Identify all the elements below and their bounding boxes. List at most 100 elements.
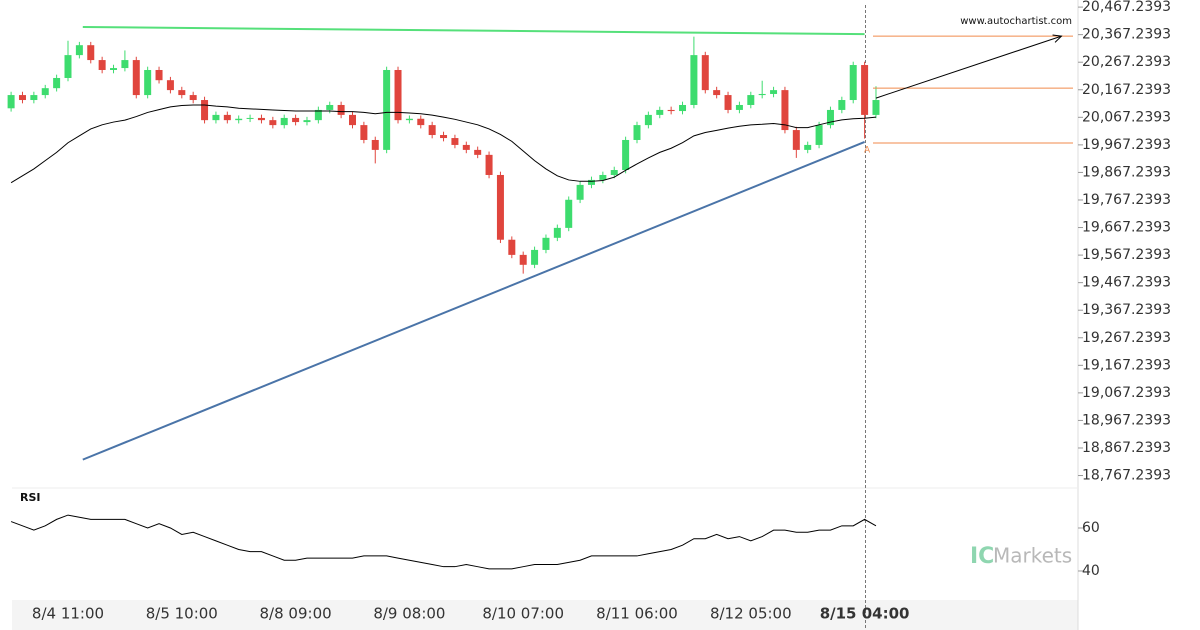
y-tick-label: 20,467.2393 <box>1082 0 1171 15</box>
y-tick-label: 19,667.2393 <box>1082 220 1171 236</box>
candle-body <box>440 135 448 139</box>
candle-body <box>451 138 459 145</box>
candle-body <box>496 174 504 240</box>
candle-body <box>371 139 379 150</box>
y-tick-label: 19,267.2393 <box>1082 330 1171 346</box>
candle-body <box>280 117 288 126</box>
y-tick-label: 18,867.2393 <box>1082 440 1171 456</box>
candle-body <box>690 55 698 105</box>
x-tick-label: 8/12 05:00 <box>710 605 792 623</box>
candle-body <box>87 45 95 61</box>
y-tick-label: 19,067.2393 <box>1082 385 1171 401</box>
y-tick-label: 20,367.2393 <box>1082 27 1171 43</box>
forecast-arrow <box>1052 34 1063 43</box>
candle-body <box>667 109 675 112</box>
candle-body <box>576 184 584 200</box>
candle-body <box>155 69 163 81</box>
candle-body <box>201 100 209 121</box>
candle-body <box>110 68 118 70</box>
candle-body <box>610 170 618 175</box>
candle-body <box>679 104 687 112</box>
candle-body <box>405 118 413 121</box>
candle-body <box>701 55 709 91</box>
watermark-prefix: IC <box>970 544 994 569</box>
x-axis-band <box>12 600 1078 630</box>
candle-body <box>132 60 140 96</box>
pattern-label: A <box>864 145 871 155</box>
y-tick-label: 19,367.2393 <box>1082 302 1171 318</box>
candle-body <box>565 199 573 228</box>
y-tick-label: 20,267.2393 <box>1082 54 1171 70</box>
candle-body <box>462 144 470 150</box>
watermark: IC Markets <box>970 544 1072 570</box>
candle-body <box>41 88 49 96</box>
candle-body <box>337 104 345 115</box>
x-tick-label: 8/5 10:00 <box>146 605 218 623</box>
y-tick-label: 20,067.2393 <box>1082 109 1171 125</box>
candle-body <box>212 114 220 121</box>
candle-body <box>417 118 425 126</box>
candle-body <box>633 125 641 140</box>
candle-body <box>553 227 561 238</box>
candle-body <box>770 90 778 94</box>
candle-body <box>75 45 83 56</box>
x-tick-label: 8/15 04:00 <box>820 605 910 623</box>
candle-body <box>519 254 527 265</box>
candle-body <box>235 118 243 121</box>
y-tick-label: 18,967.2393 <box>1082 412 1171 428</box>
candle-body <box>792 130 800 150</box>
source: www.autochartist.com <box>960 16 1072 27</box>
candle-body <box>542 237 550 250</box>
candle-body <box>223 114 231 121</box>
x-tick-label: 8/8 09:00 <box>260 605 332 623</box>
candle-body <box>178 90 186 96</box>
candle-body <box>781 90 789 131</box>
candle-body <box>531 249 539 265</box>
candle-body <box>428 125 436 136</box>
candle-body <box>7 95 15 109</box>
candle-body <box>383 69 391 150</box>
candle-body <box>724 95 732 110</box>
candle-body <box>53 77 61 89</box>
candle-body <box>314 109 322 121</box>
y-tick-label: 60 <box>1082 520 1100 536</box>
candle-body <box>18 95 26 101</box>
candle-body <box>872 100 880 115</box>
x-tick-label: 8/10 07:00 <box>482 605 564 623</box>
candle-body <box>861 65 869 115</box>
candle-body <box>826 109 834 126</box>
candle-body <box>758 93 766 96</box>
candle-body <box>349 114 356 126</box>
candle-body <box>246 117 254 119</box>
y-tick-label: 19,967.2393 <box>1082 137 1171 153</box>
y-tick-label: 40 <box>1082 563 1100 579</box>
candle-body <box>30 95 38 101</box>
candle-body <box>394 69 402 121</box>
candle-body <box>838 100 846 110</box>
candle-body <box>292 117 300 123</box>
candle-body <box>849 65 857 101</box>
candle-body <box>815 125 823 145</box>
candle-body <box>64 55 72 78</box>
x-tick-label: 8/4 11:00 <box>32 605 104 623</box>
candle-body <box>257 117 265 121</box>
rsi-line <box>10 514 877 570</box>
moving-average <box>10 104 877 184</box>
candle-body <box>599 174 607 180</box>
candle-body <box>622 139 630 171</box>
candle-body <box>269 120 277 126</box>
candle-body <box>189 95 197 101</box>
watermark-name: Markets <box>993 544 1072 568</box>
candle-body <box>747 95 755 105</box>
candle-body <box>735 104 743 110</box>
candle-body <box>144 69 152 96</box>
candle-body <box>360 125 368 140</box>
candle-body <box>587 179 595 185</box>
y-tick-label: 19,467.2393 <box>1082 275 1171 291</box>
y-tick-label: 19,867.2393 <box>1082 164 1171 180</box>
y-tick-label: 19,567.2393 <box>1082 247 1171 263</box>
candle-body <box>121 60 129 69</box>
x-tick-label: 8/9 08:00 <box>373 605 445 623</box>
y-tick-label: 19,767.2393 <box>1082 192 1171 208</box>
y-tick-label: 18,767.2393 <box>1082 468 1171 484</box>
